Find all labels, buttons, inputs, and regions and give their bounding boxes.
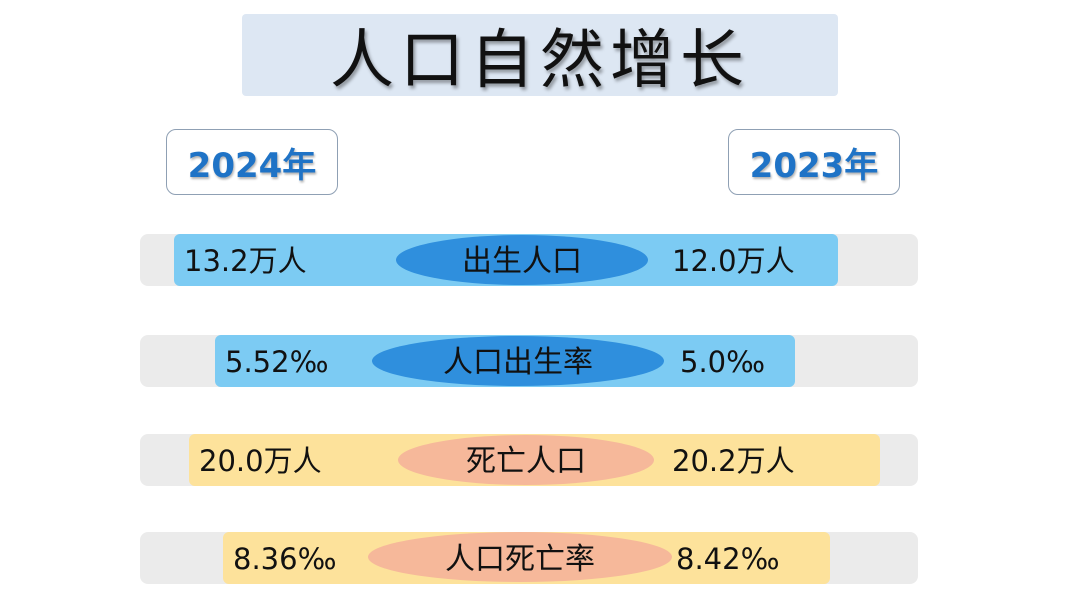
value-2024: 8.36‰ bbox=[233, 542, 336, 576]
value-2023: 8.42‰ bbox=[676, 542, 779, 576]
category-label: 人口死亡率 bbox=[445, 542, 595, 577]
value-2024: 20.0万人 bbox=[199, 444, 322, 478]
title-banner: 人口自然增长 bbox=[242, 14, 838, 98]
category-ellipse bbox=[368, 532, 672, 582]
page-title: 人口自然增长 bbox=[330, 24, 750, 98]
value-2024: 13.2万人 bbox=[184, 244, 307, 278]
year-box-left: 2024年 bbox=[166, 129, 338, 195]
year-label-right: 2023年 bbox=[749, 145, 879, 186]
year-label-left: 2024年 bbox=[187, 145, 317, 186]
category-ellipse bbox=[398, 435, 654, 485]
value-2023: 5.0‰ bbox=[680, 345, 765, 379]
category-label: 死亡人口 bbox=[466, 444, 586, 479]
category-ellipse bbox=[396, 235, 648, 285]
value-2023: 20.2万人 bbox=[672, 444, 795, 478]
category-ellipse bbox=[372, 336, 664, 386]
year-box-right: 2023年 bbox=[728, 129, 900, 195]
category-label: 人口出生率 bbox=[443, 345, 593, 380]
value-2023: 12.0万人 bbox=[672, 244, 795, 278]
value-2024: 5.52‰ bbox=[225, 345, 328, 379]
category-label: 出生人口 bbox=[462, 244, 582, 279]
